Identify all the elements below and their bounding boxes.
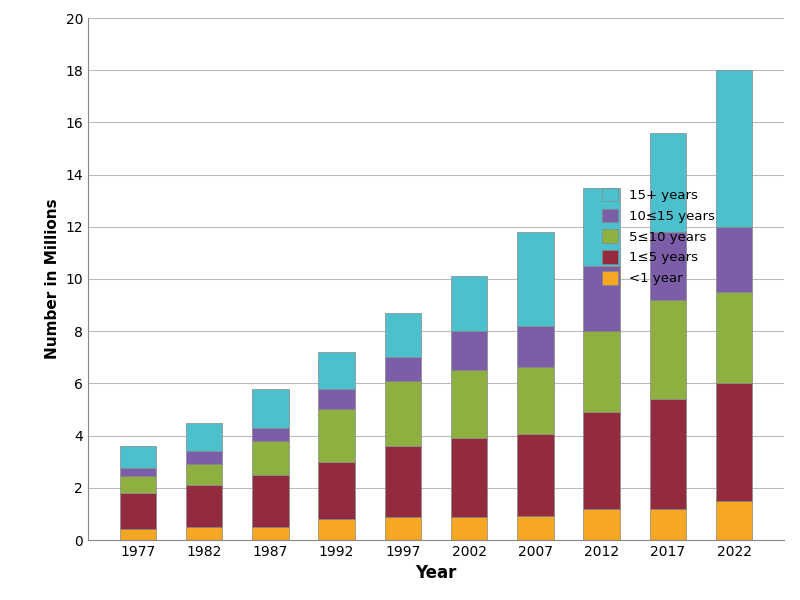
Bar [318,519,355,540]
Y-axis label: Number in Millions: Number in Millions [45,199,60,359]
Bar [186,527,222,540]
Bar [451,370,487,438]
Bar [650,232,686,300]
Bar [186,422,222,451]
Bar [716,501,752,540]
Bar [517,326,554,367]
Bar [385,517,421,540]
Bar [451,277,487,331]
Bar [517,367,554,434]
Bar [583,509,620,540]
Bar [716,227,752,292]
Bar [650,509,686,540]
Bar [252,527,289,540]
Bar [583,266,620,331]
Bar [517,516,554,540]
Bar [583,188,620,266]
Bar [451,438,487,517]
Bar [120,446,156,468]
Bar [385,313,421,357]
Bar [318,409,355,462]
Bar [120,529,156,540]
Bar [252,389,289,428]
Bar [517,232,554,326]
Bar [716,292,752,383]
X-axis label: Year: Year [415,565,457,583]
Bar [650,300,686,399]
Bar [385,381,421,446]
Bar [583,412,620,509]
Bar [716,70,752,227]
Bar [318,389,355,409]
Bar [252,428,289,441]
Bar [186,464,222,485]
Bar [120,468,156,476]
Bar [385,357,421,381]
Bar [385,446,421,517]
Bar [517,434,554,516]
Bar [716,383,752,501]
Bar [186,451,222,464]
Bar [650,399,686,509]
Bar [120,493,156,529]
Bar [650,133,686,232]
Bar [252,475,289,527]
Bar [318,462,355,519]
Bar [451,331,487,370]
Legend: 15+ years, 10≤15 years, 5≤10 years, 1≤5 years, <1 year: 15+ years, 10≤15 years, 5≤10 years, 1≤5 … [596,181,721,292]
Bar [252,441,289,475]
Bar [186,485,222,527]
Bar [318,352,355,389]
Bar [120,476,156,493]
Bar [583,331,620,412]
Bar [451,517,487,540]
